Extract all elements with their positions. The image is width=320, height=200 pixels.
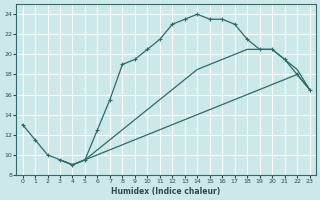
X-axis label: Humidex (Indice chaleur): Humidex (Indice chaleur) — [111, 187, 221, 196]
